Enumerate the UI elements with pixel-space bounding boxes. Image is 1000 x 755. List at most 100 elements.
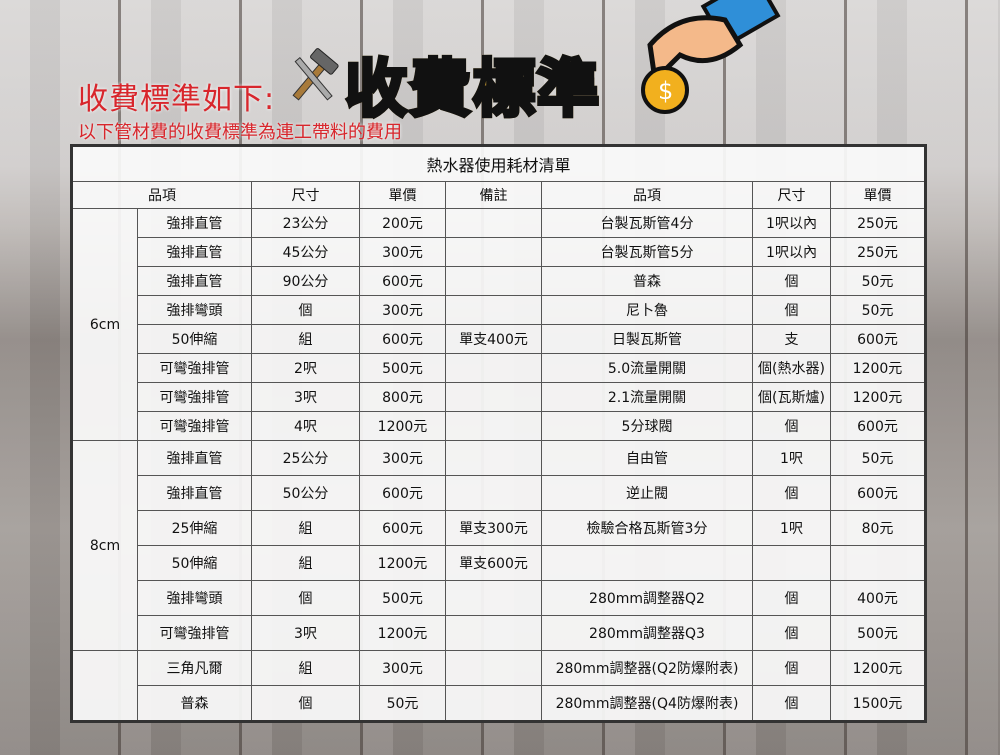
table-cell: 強排直管 [137, 237, 252, 267]
table-row: 50伸縮組 600元 單支400元 日製瓦斯管支 600元 [72, 324, 926, 354]
table-cell: 280mm調整器Q3 [541, 615, 753, 651]
table-cell: 個(熱水器) [752, 353, 831, 383]
table-cell: 個 [251, 685, 360, 722]
table-cell: 280mm調整器(Q4防爆附表) [541, 685, 753, 722]
table-cell: 個 [752, 615, 831, 651]
table-cell: 4呎 [251, 411, 360, 441]
table-cell: 個 [752, 650, 831, 686]
table-cell: 90公分 [251, 266, 360, 296]
table-cell: 台製瓦斯管5分 [541, 237, 753, 267]
table-cell: 強排直管 [137, 266, 252, 296]
table-row: 50伸縮組 1200元 單支600元 [72, 545, 926, 581]
table-cell: 80元 [830, 510, 926, 546]
table-cell: 600元 [830, 475, 926, 511]
table-cell: 尼卜魯 [541, 295, 753, 325]
table-cell: 600元 [359, 475, 446, 511]
table-cell [445, 440, 542, 476]
table-cell: 單支400元 [445, 324, 542, 354]
table-cell: 個 [752, 685, 831, 722]
table-cell: 組 [251, 650, 360, 686]
table-cell: 50元 [830, 440, 926, 476]
table-cell: 600元 [359, 510, 446, 546]
table-cell: 1200元 [359, 411, 446, 441]
table-cell: 1200元 [830, 382, 926, 412]
table-cell [445, 615, 542, 651]
table-cell: 可彎強排管 [137, 382, 252, 412]
table-cell: 強排直管 [137, 208, 252, 238]
table-cell: 組 [251, 510, 360, 546]
heading: 收費標準如下: [78, 82, 276, 117]
table-cell [445, 353, 542, 383]
column-header: 尺寸 [752, 181, 831, 209]
table-cell: 1200元 [830, 650, 926, 686]
table-cell: 可彎強排管 [137, 411, 252, 441]
table-cell: 5.0流量開關 [541, 353, 753, 383]
table-cell: 280mm調整器(Q2防爆附表) [541, 650, 753, 686]
table-cell: 逆止閥 [541, 475, 753, 511]
table-cell [445, 685, 542, 722]
table-row: 普森個 50元 280mm調整器(Q4防爆附表) 個 1500元 [72, 685, 926, 722]
table-row: 強排直管 45公分 300元 台製瓦斯管5分 1呎以內 250元 [72, 237, 926, 267]
svg-text:$: $ [658, 77, 673, 105]
table-cell: 個 [752, 475, 831, 511]
table-cell [445, 208, 542, 238]
table-cell: 50公分 [251, 475, 360, 511]
table-row: 強排直管 50公分 600元 逆止閥個 600元 [72, 475, 926, 511]
table-cell [445, 580, 542, 616]
table-cell: 1呎 [752, 440, 831, 476]
table-cell: 1呎以內 [752, 237, 831, 267]
table-row: 6cm 強排直管 23公分 200元 台製瓦斯管4分 1呎以內 250元 [71, 208, 926, 441]
table-cell: 個 [251, 295, 360, 325]
subheading: 以下管材費的收費標準為連工帶料的費用 [78, 122, 402, 143]
table-cell [445, 382, 542, 412]
table-cell: 50元 [830, 295, 926, 325]
table-cell: 強排彎頭 [137, 295, 252, 325]
table-cell: 5分球閥 [541, 411, 753, 441]
table-cell: 280mm調整器Q2 [541, 580, 753, 616]
tools-icon [292, 48, 339, 101]
table-cell [445, 475, 542, 511]
table-cell: 25伸縮 [137, 510, 252, 546]
column-header: 單價 [830, 181, 926, 209]
column-header: 尺寸 [251, 181, 360, 209]
table-row: 強排彎頭個 500元 280mm調整器Q2 個 400元 [72, 580, 926, 616]
table-cell [445, 295, 542, 325]
table-cell [445, 650, 542, 686]
column-header: 品項 [71, 181, 252, 209]
table-cell: 1200元 [359, 615, 446, 651]
table-cell: 3呎 [251, 382, 360, 412]
table-cell: 2.1流量開關 [541, 382, 753, 412]
table-cell: 強排直管 [137, 440, 252, 476]
table-cell: 普森 [137, 685, 252, 722]
table-cell: 3呎 [251, 615, 360, 651]
table-cell: 個 [251, 580, 360, 616]
table-cell: 1呎以內 [752, 208, 831, 238]
table-cell [445, 266, 542, 296]
table-row: 可彎強排管 3呎 1200元 280mm調整器Q3 個 500元 [72, 615, 926, 651]
table-cell: 500元 [359, 353, 446, 383]
table-cell: 300元 [359, 295, 446, 325]
table-cell: 組 [251, 324, 360, 354]
table-cell: 300元 [359, 440, 446, 476]
table-cell: 50伸縮 [137, 545, 252, 581]
table-cell: 600元 [359, 324, 446, 354]
table-cell: 單支600元 [445, 545, 542, 581]
table-row: 25伸縮組 600元 單支300元 檢驗合格瓦斯管3分 1呎 80元 [72, 510, 926, 546]
table-row: 8cm 強排直管 25公分 300元 自由管 1呎 50元 [71, 440, 926, 651]
table-cell: 1500元 [830, 685, 926, 722]
table-cell: 250元 [830, 237, 926, 267]
table-row: 可彎強排管 4呎 1200元 5分球閥個 600元 [72, 411, 926, 441]
table-cell: 2呎 [251, 353, 360, 383]
table-cell: 600元 [359, 266, 446, 296]
table-cell: 台製瓦斯管4分 [541, 208, 753, 238]
table-cell: 50伸縮 [137, 324, 252, 354]
table-cell: 1200元 [830, 353, 926, 383]
table-cell: 1200元 [359, 545, 446, 581]
table-cell: 可彎強排管 [137, 353, 252, 383]
table-cell [445, 237, 542, 267]
table-row: 強排彎頭個 300元 尼卜魯個 50元 [72, 295, 926, 325]
table-cell: 個 [752, 295, 831, 325]
table-cell [541, 545, 753, 581]
table-cell: 個 [752, 580, 831, 616]
column-header: 單價 [359, 181, 446, 209]
